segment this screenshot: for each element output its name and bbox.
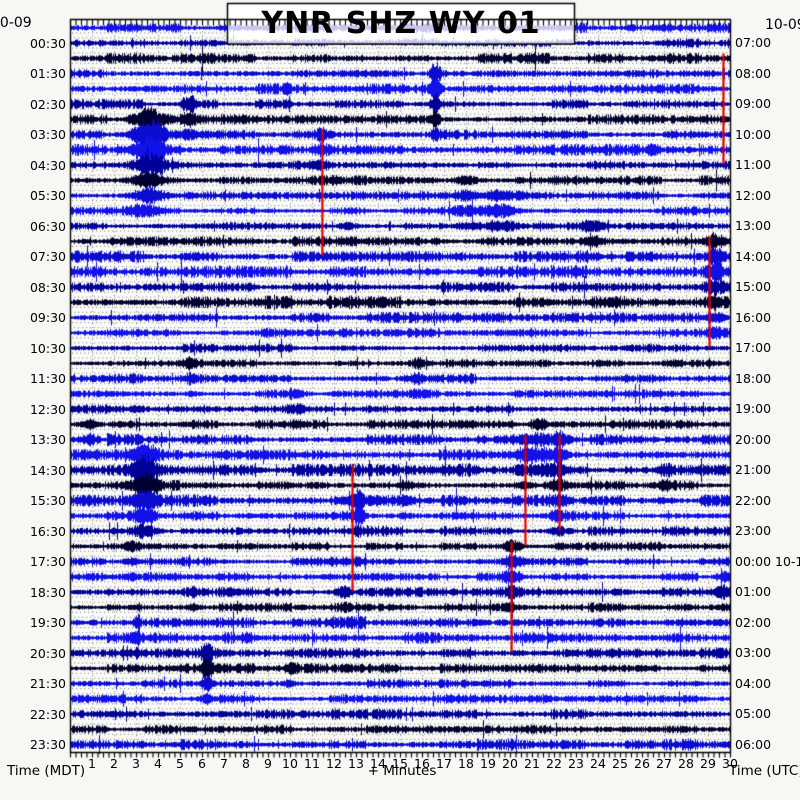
right-time-label: 07:00: [735, 35, 772, 50]
right-time-label: 05:00: [735, 706, 772, 721]
minute-label: 17: [436, 756, 452, 771]
right-time-label: 08:00: [735, 65, 772, 81]
right-axis-name: Time (UTC): [729, 763, 800, 779]
minute-label: 25: [612, 756, 628, 771]
minute-label: 4: [154, 756, 162, 771]
right-time-label: 21:00: [735, 462, 772, 477]
minute-label: 27: [656, 756, 672, 771]
date-label-top-left: 10-09: [0, 15, 32, 31]
minute-label: 15: [392, 756, 408, 771]
left-time-label: 08:30: [29, 279, 66, 295]
minute-label: 3: [132, 756, 140, 771]
right-time-label: 09:00: [735, 96, 772, 111]
left-time-label: 18:30: [29, 584, 66, 600]
minute-label: 29: [700, 756, 716, 771]
left-time-label: 14:30: [29, 462, 66, 478]
minute-label: 9: [264, 756, 272, 771]
minute-label: 23: [568, 756, 584, 771]
right-time-label: 23:00: [735, 523, 772, 538]
right-time-label: 01:00: [735, 584, 772, 599]
minute-label: 13: [348, 756, 364, 771]
minute-label: 6: [198, 756, 206, 771]
minute-label: 11: [304, 756, 320, 771]
left-time-label: 16:30: [29, 523, 66, 539]
minute-label: 14: [370, 756, 386, 771]
right-time-label: 20:00: [735, 431, 772, 447]
right-time-label: 04:00: [735, 675, 772, 691]
minute-label: 2: [110, 756, 118, 771]
left-time-label: 05:30: [29, 188, 66, 204]
right-time-label: 11:00: [735, 157, 772, 172]
minute-label: 5: [176, 756, 184, 771]
right-time-label: 10:00: [735, 126, 772, 142]
left-axis-name: Time (MDT): [7, 763, 86, 779]
minute-label: 8: [242, 756, 250, 771]
left-time-label: 01:30: [29, 66, 66, 82]
right-time-label: 12:00: [735, 187, 772, 203]
left-time-label: 10:30: [29, 340, 66, 356]
right-time-label: 14:00: [735, 248, 772, 264]
minute-label: 30: [722, 756, 738, 771]
minute-label: 26: [634, 756, 650, 771]
left-time-label: 11:30: [29, 371, 66, 387]
left-time-label: 19:30: [29, 615, 66, 631]
minute-label: 7: [220, 756, 228, 771]
minute-label: 20: [502, 756, 518, 771]
minute-label: 24: [590, 756, 606, 771]
left-time-label: 15:30: [29, 493, 66, 509]
right-time-label: 03:00: [735, 645, 772, 660]
minute-label: 28: [678, 756, 694, 771]
right-time-label: 15:00: [735, 279, 772, 294]
minute-label: 12: [326, 756, 342, 771]
bottom-axis-name: + Minutes: [367, 763, 437, 779]
left-time-label: 00:30: [29, 35, 66, 51]
left-time-label: 17:30: [29, 554, 66, 570]
right-time-label: 19:00: [735, 401, 772, 416]
left-time-label: 22:30: [29, 706, 66, 722]
minute-label: 22: [546, 756, 562, 771]
left-time-label: 21:30: [29, 676, 66, 692]
right-time-label: 18:00: [735, 370, 772, 386]
right-time-label: 13:00: [735, 218, 772, 233]
left-time-label: 20:30: [29, 645, 66, 661]
minute-label: 1: [88, 756, 96, 771]
minute-label: 16: [414, 756, 430, 771]
left-time-label: 23:30: [29, 737, 66, 753]
minute-label: 10: [282, 756, 298, 771]
left-time-label: 02:30: [29, 96, 66, 112]
left-time-label: 04:30: [29, 157, 66, 173]
right-time-label: 00:00 10-10: [735, 553, 800, 569]
left-time-label: 12:30: [29, 401, 66, 417]
minute-label: 19: [480, 756, 496, 771]
minute-label: 18: [458, 756, 474, 771]
right-time-label: 02:00: [735, 614, 772, 630]
left-time-label: 07:30: [29, 249, 66, 265]
right-time-label: 16:00: [735, 309, 772, 325]
station-title: YNR SHZ WY 01: [261, 6, 541, 41]
right-time-label: 06:00: [735, 736, 772, 752]
left-time-label: 09:30: [29, 310, 66, 326]
left-time-label: 03:30: [29, 127, 66, 143]
minute-label: 21: [524, 756, 540, 771]
date-label-top-right: 10-09: [765, 17, 800, 33]
left-time-label: 13:30: [29, 432, 66, 448]
right-time-label: 17:00: [735, 340, 772, 355]
right-time-label: 22:00: [735, 492, 772, 508]
left-time-label: 06:30: [29, 218, 66, 234]
station-title-box: YNR SHZ WY 01: [227, 3, 575, 44]
